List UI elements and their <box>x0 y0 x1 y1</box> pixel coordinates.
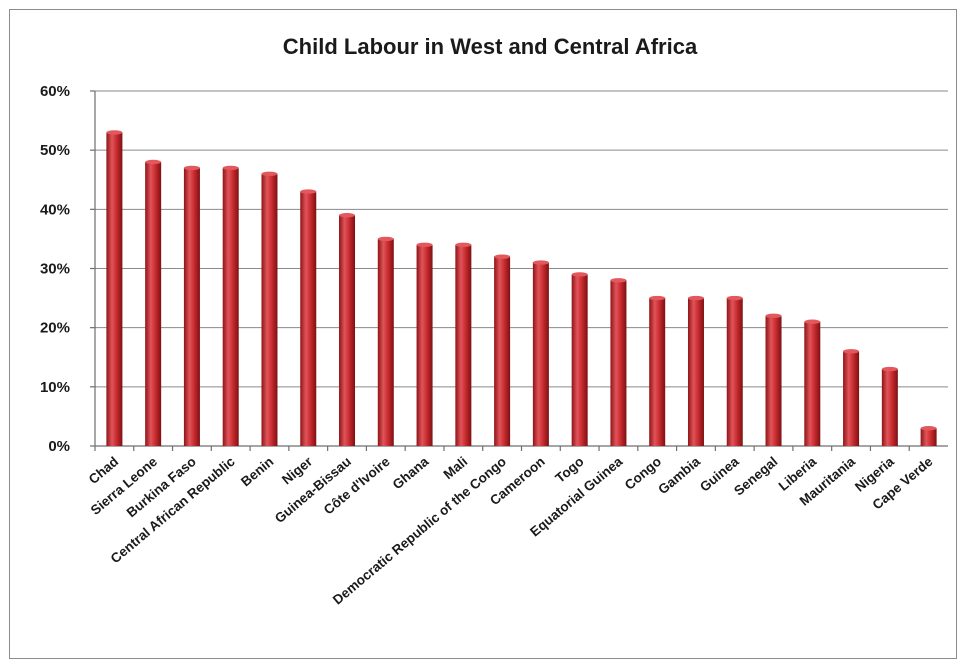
bar <box>571 274 588 446</box>
bar-top-cap <box>494 254 511 259</box>
bar <box>416 244 433 446</box>
bar <box>339 215 356 446</box>
bar-top-cap <box>377 236 394 242</box>
bar <box>804 321 821 446</box>
bar-top-cap <box>765 313 782 319</box>
bar <box>222 167 239 446</box>
bar-top-cap <box>649 295 666 301</box>
bar <box>687 298 704 446</box>
bar-top-cap <box>222 165 239 171</box>
bar <box>183 167 200 446</box>
bar <box>920 428 937 446</box>
x-tick-label: Ghana <box>390 453 432 492</box>
bar <box>726 298 743 446</box>
bar <box>455 244 472 446</box>
bar <box>881 369 898 446</box>
bar-top-cap <box>610 278 627 283</box>
bar <box>145 162 162 446</box>
bar <box>765 315 782 446</box>
y-tick-label: 0% <box>48 438 70 455</box>
y-tick-label: 60% <box>40 83 70 100</box>
x-tick-label: Mali <box>441 454 471 482</box>
bar-top-cap <box>881 366 898 372</box>
bar-top-cap <box>145 159 162 165</box>
bar-top-cap <box>843 349 860 354</box>
x-tick-label: Benin <box>238 454 276 490</box>
bar-top-cap <box>804 319 821 324</box>
chart-frame <box>9 9 957 659</box>
bar <box>377 238 394 446</box>
y-tick-label: 30% <box>40 261 70 278</box>
bar <box>261 173 278 447</box>
bar <box>649 298 666 446</box>
bar <box>106 132 123 446</box>
y-tick-label: 40% <box>40 201 70 218</box>
y-tick-label: 10% <box>40 379 70 396</box>
bar-top-cap <box>416 242 433 248</box>
bar-top-cap <box>183 165 200 171</box>
bar-top-cap <box>571 272 588 277</box>
bar <box>494 256 511 446</box>
bar-top-cap <box>339 213 356 218</box>
bar-top-cap <box>261 171 278 177</box>
bar <box>532 262 549 446</box>
bar-top-cap <box>687 295 704 301</box>
bar-top-cap <box>300 189 317 194</box>
bar-top-cap <box>455 242 472 248</box>
y-tick-label: 20% <box>40 320 70 337</box>
bar-top-cap <box>532 260 549 265</box>
chart-title: Child Labour in West and Central Africa <box>283 34 698 59</box>
x-tick-label: Gambia <box>655 454 703 498</box>
y-tick-label: 50% <box>40 142 70 159</box>
bar-top-cap <box>920 426 937 431</box>
x-tick-label: Togo <box>552 454 586 486</box>
bar-top-cap <box>106 130 123 135</box>
bar-top-cap <box>726 295 743 301</box>
x-tick-label: Senegal <box>731 454 780 499</box>
bar <box>300 191 317 446</box>
bar <box>843 351 860 446</box>
x-tick-label: Côte d'Ivoire <box>321 453 393 517</box>
bar <box>610 280 627 446</box>
